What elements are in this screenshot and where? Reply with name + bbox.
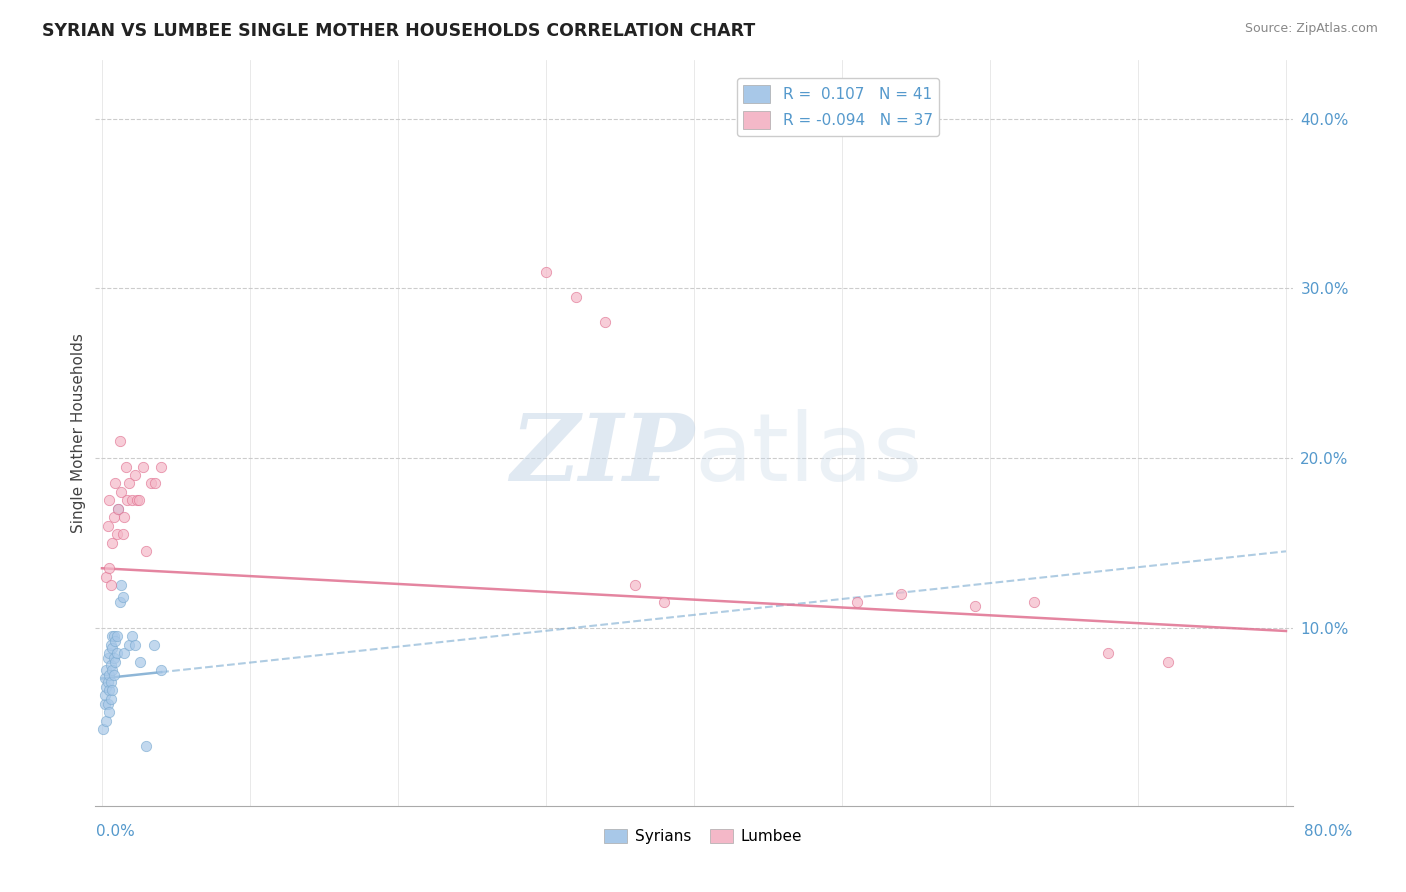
Point (139, 476, 162, 491)
Point (128, 493, 150, 508)
Point (101, 640, 124, 655)
Point (135, 544, 157, 558)
Point (135, 739, 157, 754)
Point (129, 655, 152, 669)
Point (97, 651, 120, 665)
Point (98, 493, 121, 508)
Point (101, 629, 124, 643)
Point (124, 638, 146, 652)
Point (105, 629, 128, 643)
Point (1097, 646, 1119, 660)
Point (110, 485, 132, 500)
Point (965, 599, 987, 613)
Point (98, 646, 121, 660)
Point (121, 493, 143, 508)
Point (100, 674, 122, 689)
Point (150, 663, 173, 677)
Point (107, 502, 129, 516)
Point (100, 578, 122, 592)
Point (623, 578, 645, 592)
Point (101, 536, 124, 550)
Point (534, 264, 557, 278)
Point (103, 651, 125, 665)
Point (98, 683, 121, 698)
Point (108, 595, 131, 609)
Text: atlas: atlas (695, 409, 922, 501)
Point (96, 714, 118, 728)
Point (105, 646, 128, 660)
Legend: Syrians, Lumbee: Syrians, Lumbee (598, 823, 808, 850)
Point (94, 697, 117, 711)
Point (107, 502, 129, 516)
Point (564, 290, 586, 304)
Point (100, 638, 122, 652)
Point (112, 510, 135, 524)
Point (150, 459, 173, 474)
Point (111, 590, 134, 604)
Point (100, 691, 122, 706)
Point (96, 570, 118, 584)
Point (103, 668, 125, 682)
Point (117, 638, 139, 652)
Point (98, 561, 121, 575)
Legend: R =  0.107   N = 41, R = -0.094   N = 37: R = 0.107 N = 41, R = -0.094 N = 37 (737, 78, 939, 136)
Y-axis label: Single Mother Households: Single Mother Households (72, 333, 86, 533)
Point (143, 476, 166, 491)
Point (104, 655, 127, 669)
Text: 80.0%: 80.0% (1305, 824, 1353, 838)
Point (112, 646, 135, 660)
Point (1156, 655, 1178, 669)
Point (1024, 595, 1046, 609)
Point (96, 680, 118, 694)
Point (124, 468, 146, 483)
Point (101, 663, 124, 677)
Point (593, 315, 616, 329)
Point (98, 706, 121, 720)
Point (845, 595, 868, 609)
Point (103, 510, 125, 524)
Point (890, 587, 912, 601)
Point (94, 689, 117, 703)
Point (93, 723, 115, 737)
Point (132, 459, 155, 474)
Point (654, 595, 676, 609)
Point (96, 663, 118, 677)
Text: ZIP: ZIP (510, 410, 695, 500)
Point (117, 476, 139, 491)
Point (103, 629, 125, 643)
Point (97, 519, 120, 533)
Point (97, 697, 120, 711)
Point (110, 578, 132, 592)
Point (94, 672, 117, 686)
Text: SYRIAN VS LUMBEE SINGLE MOTHER HOUSEHOLDS CORRELATION CHART: SYRIAN VS LUMBEE SINGLE MOTHER HOUSEHOLD… (42, 22, 755, 40)
Point (100, 657, 122, 672)
Point (105, 527, 128, 541)
Point (104, 476, 127, 491)
Point (111, 527, 134, 541)
Point (142, 638, 165, 652)
Point (98, 668, 121, 682)
Text: 0.0%: 0.0% (96, 824, 135, 838)
Point (108, 434, 131, 449)
Point (121, 629, 143, 643)
Point (127, 493, 149, 508)
Text: Source: ZipAtlas.com: Source: ZipAtlas.com (1244, 22, 1378, 36)
Point (101, 683, 124, 698)
Point (115, 493, 138, 508)
Point (97, 674, 120, 689)
Point (114, 459, 136, 474)
Point (104, 634, 127, 648)
